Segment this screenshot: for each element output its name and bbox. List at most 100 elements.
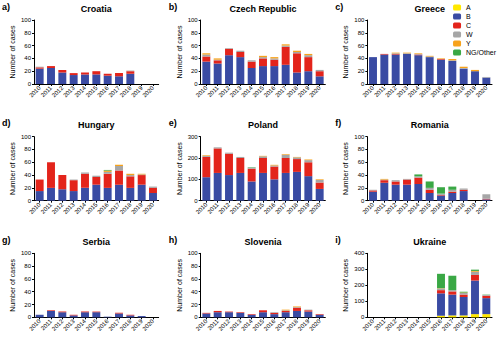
svg-text:400: 400 [354,250,365,256]
svg-text:80: 80 [24,30,31,36]
svg-text:80: 80 [358,146,365,152]
svg-text:2019: 2019 [130,201,144,215]
svg-text:40: 40 [358,172,365,178]
svg-text:40: 40 [191,55,198,61]
svg-text:2014: 2014 [73,201,87,215]
svg-text:2017: 2017 [441,201,455,215]
svg-text:Czech Republic: Czech Republic [229,4,296,14]
svg-text:A: A [466,4,471,11]
svg-text:Number of cases: Number of cases [342,258,349,311]
svg-text:80: 80 [24,263,31,269]
svg-text:2015: 2015 [418,84,432,98]
svg-text:2015: 2015 [418,318,432,332]
svg-text:0: 0 [194,198,198,204]
svg-text:NG/Other: NG/Other [466,49,497,56]
svg-text:2020: 2020 [308,201,322,215]
svg-text:60: 60 [24,43,31,49]
svg-text:Ukraine: Ukraine [413,237,446,247]
svg-text:2020: 2020 [308,84,322,98]
svg-text:200: 200 [188,155,199,161]
svg-text:80: 80 [191,263,198,269]
svg-text:60: 60 [24,276,31,282]
svg-text:2018: 2018 [119,318,133,332]
svg-text:2016: 2016 [96,318,110,332]
svg-text:20: 20 [358,68,365,74]
svg-text:2017: 2017 [274,318,288,332]
svg-text:2018: 2018 [285,318,299,332]
svg-text:W: W [466,31,473,38]
svg-text:f): f) [335,118,341,128]
svg-text:2013: 2013 [62,318,76,332]
svg-text:40: 40 [24,172,31,178]
svg-text:c): c) [335,2,343,12]
svg-text:100: 100 [188,17,199,23]
svg-text:2012: 2012 [217,318,231,332]
svg-text:e): e) [169,118,177,128]
svg-text:Number of cases: Number of cases [9,258,16,311]
svg-text:2020: 2020 [475,318,489,332]
svg-text:2013: 2013 [229,318,243,332]
svg-text:100: 100 [21,17,32,23]
svg-text:2016: 2016 [429,318,443,332]
svg-text:2014: 2014 [73,318,87,332]
svg-text:Slovenia: Slovenia [244,237,282,247]
svg-text:2010: 2010 [361,84,375,98]
svg-text:Poland: Poland [248,120,278,130]
svg-text:2017: 2017 [107,201,121,215]
svg-text:Romania: Romania [411,120,450,130]
svg-text:300: 300 [354,266,365,272]
svg-text:20: 20 [358,185,365,191]
svg-text:Number of cases: Number of cases [176,25,183,78]
svg-text:60: 60 [24,159,31,165]
svg-text:2020: 2020 [141,318,155,332]
svg-text:2017: 2017 [107,84,121,98]
svg-text:2016: 2016 [429,201,443,215]
svg-text:2013: 2013 [229,84,243,98]
svg-text:2012: 2012 [384,84,398,98]
svg-text:2019: 2019 [297,201,311,215]
svg-text:2015: 2015 [85,84,99,98]
svg-text:2018: 2018 [119,201,133,215]
svg-text:80: 80 [358,30,365,36]
svg-text:2014: 2014 [73,84,87,98]
svg-text:2016: 2016 [429,84,443,98]
svg-text:2014: 2014 [407,84,421,98]
svg-text:0: 0 [361,81,365,87]
svg-text:2010: 2010 [195,318,209,332]
svg-text:100: 100 [354,17,365,23]
svg-text:2018: 2018 [452,84,466,98]
svg-text:2017: 2017 [274,201,288,215]
svg-text:20: 20 [24,302,31,308]
svg-text:2018: 2018 [119,84,133,98]
svg-text:20: 20 [191,68,198,74]
svg-text:2017: 2017 [441,84,455,98]
svg-text:2018: 2018 [285,201,299,215]
svg-text:80: 80 [191,30,198,36]
svg-text:C: C [466,22,471,29]
svg-text:0: 0 [361,198,365,204]
svg-text:2015: 2015 [251,201,265,215]
svg-text:2020: 2020 [141,201,155,215]
svg-text:2020: 2020 [308,318,322,332]
svg-text:Number of cases: Number of cases [176,258,183,311]
svg-text:Number of cases: Number of cases [176,142,183,195]
svg-text:Number of cases: Number of cases [9,25,16,78]
svg-text:2016: 2016 [263,84,277,98]
svg-text:2012: 2012 [384,201,398,215]
svg-text:B: B [466,13,471,20]
svg-text:2015: 2015 [251,84,265,98]
svg-text:2014: 2014 [407,201,421,215]
svg-text:2019: 2019 [297,84,311,98]
svg-text:Greece: Greece [414,4,445,14]
svg-text:2014: 2014 [240,318,254,332]
svg-text:60: 60 [191,43,198,49]
svg-text:2020: 2020 [141,84,155,98]
svg-text:2018: 2018 [285,84,299,98]
svg-text:2012: 2012 [384,318,398,332]
svg-text:100: 100 [188,176,199,182]
svg-text:2012: 2012 [217,201,231,215]
svg-text:Serbia: Serbia [83,237,112,247]
svg-text:2020: 2020 [475,201,489,215]
svg-text:2014: 2014 [240,201,254,215]
svg-text:100: 100 [188,250,199,256]
